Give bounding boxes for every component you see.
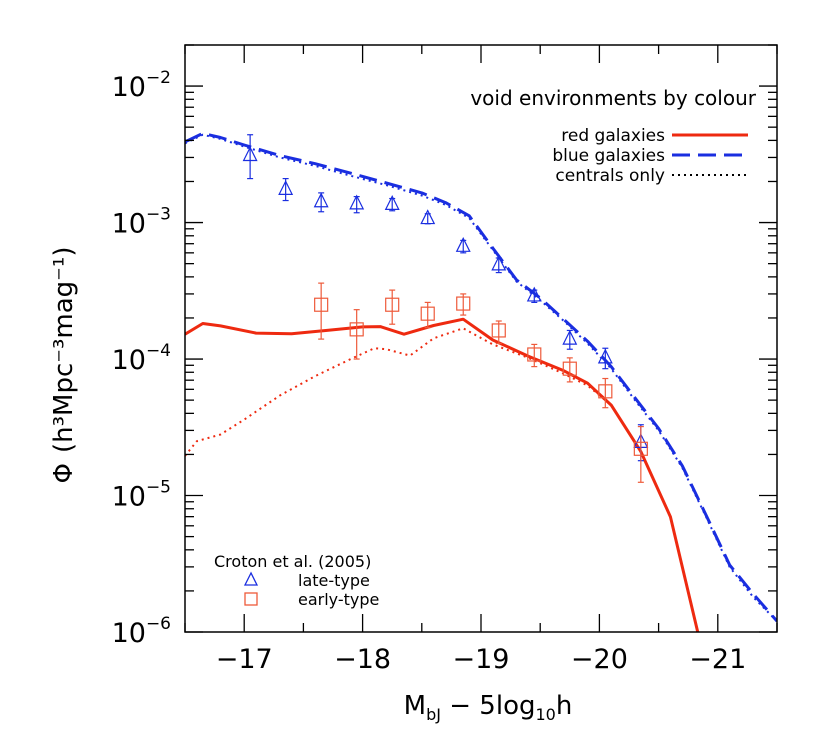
x-axis-label-sub: bJ [426,705,441,724]
triangle-marker [491,255,507,271]
x-tick-label: −20 [571,644,628,675]
x-axis-label-main: M [404,691,426,721]
data-point-late-type [384,194,400,212]
legend-title: void environments by colour [470,86,756,110]
square-marker [598,384,613,399]
square-marker [633,441,648,456]
y-axis-label-units: (h³Mpc⁻³mag⁻¹) [49,247,79,453]
x-tick-label: −19 [453,644,510,675]
y-tick-exponent: −5 [146,478,171,498]
data-point-early-type [420,301,435,329]
data-point-late-type [349,194,365,214]
triangle-marker [313,192,329,208]
data-point-early-type [349,309,364,360]
triangle-marker [455,236,471,252]
square-marker [385,297,400,312]
y-tick-label: 10−5 [112,478,171,513]
y-axis-label: Φ (h³Mpc⁻³mag⁻¹) [49,247,79,484]
data-point-late-type [242,134,258,180]
croton-legend-title: Croton et al. (2005) [214,552,371,571]
square-marker [314,297,329,312]
data-point-late-type [597,347,613,370]
data-point-early-type [562,357,577,383]
data-point-late-type [526,286,542,304]
triangle-marker [526,286,542,302]
legend-label-centrals-only: centrals only [555,166,665,186]
square-marker [349,322,364,337]
croton-legend-label-late-type: late-type [298,571,370,590]
square-marker [562,361,577,376]
legend-label-red-galaxies: red galaxies [561,126,665,146]
data-point-early-type [314,282,329,340]
triangle-marker [562,329,578,345]
y-tick-base: 10 [112,618,146,649]
data-point-early-type [598,377,613,409]
triangle-marker [278,180,294,195]
series-line-red-galaxies [185,317,700,632]
y-tick-exponent: −6 [146,614,171,634]
data-point-early-type [527,343,542,368]
y-axis-label-text: Φ (h³Mpc⁻³mag⁻¹) [49,247,79,484]
square-marker [420,306,435,321]
legend: void environments by colour red galaxies… [470,86,756,186]
data-point-early-type [456,293,471,316]
square-marker [491,323,506,338]
croton-legend-square-icon [244,592,258,606]
data-point-early-type [633,425,648,483]
x-axis-label: MbJ − 5log10h [404,691,573,724]
series-line-red-centrals [185,327,612,457]
y-axis-label-phi: Φ [49,463,79,483]
series-line-centrals-only [185,133,777,622]
square-marker [527,347,542,362]
x-axis-label-tail: h [556,691,572,721]
legend-label-blue-galaxies: blue galaxies [552,146,665,166]
data-point-late-type [491,255,507,274]
series-line-blue-galaxies [185,131,777,623]
triangle-marker [384,194,400,210]
x-axis-label-rest: − 5log [441,691,536,721]
triangle-marker [242,146,258,162]
y-tick-base: 10 [112,482,146,513]
y-tick-base: 10 [112,209,146,240]
data-point-early-type [491,320,506,345]
y-tick-label: 10−4 [112,341,171,376]
data-point-late-type [278,177,294,202]
square-marker [456,296,471,311]
y-tick-exponent: −2 [146,68,171,88]
y-tick-exponent: −3 [146,205,171,225]
data-point-late-type [313,192,329,213]
data-point-late-type [420,209,436,225]
croton-legend-triangle-icon [243,571,259,586]
y-tick-base: 10 [112,345,146,376]
y-tick-label: 10−3 [112,205,171,240]
x-tick-label: −21 [689,644,746,675]
data-point-late-type [455,236,471,254]
y-tick-label: 10−6 [112,614,171,649]
x-axis-label-sub2: 10 [535,705,555,724]
croton-legend-label-early-type: early-type [298,590,379,609]
triangle-marker [349,194,365,210]
data-point-early-type [385,289,400,325]
x-tick-label: −17 [216,644,273,675]
plot-area [185,131,777,632]
data-point-late-type [562,329,578,350]
y-tick-exponent: −4 [146,341,171,361]
x-tick-label: −18 [334,644,391,675]
triangle-marker [597,348,613,364]
triangle-marker [420,209,436,225]
y-tick-label: 10−2 [112,68,171,103]
plot-data [185,131,777,632]
y-tick-base: 10 [112,72,146,103]
